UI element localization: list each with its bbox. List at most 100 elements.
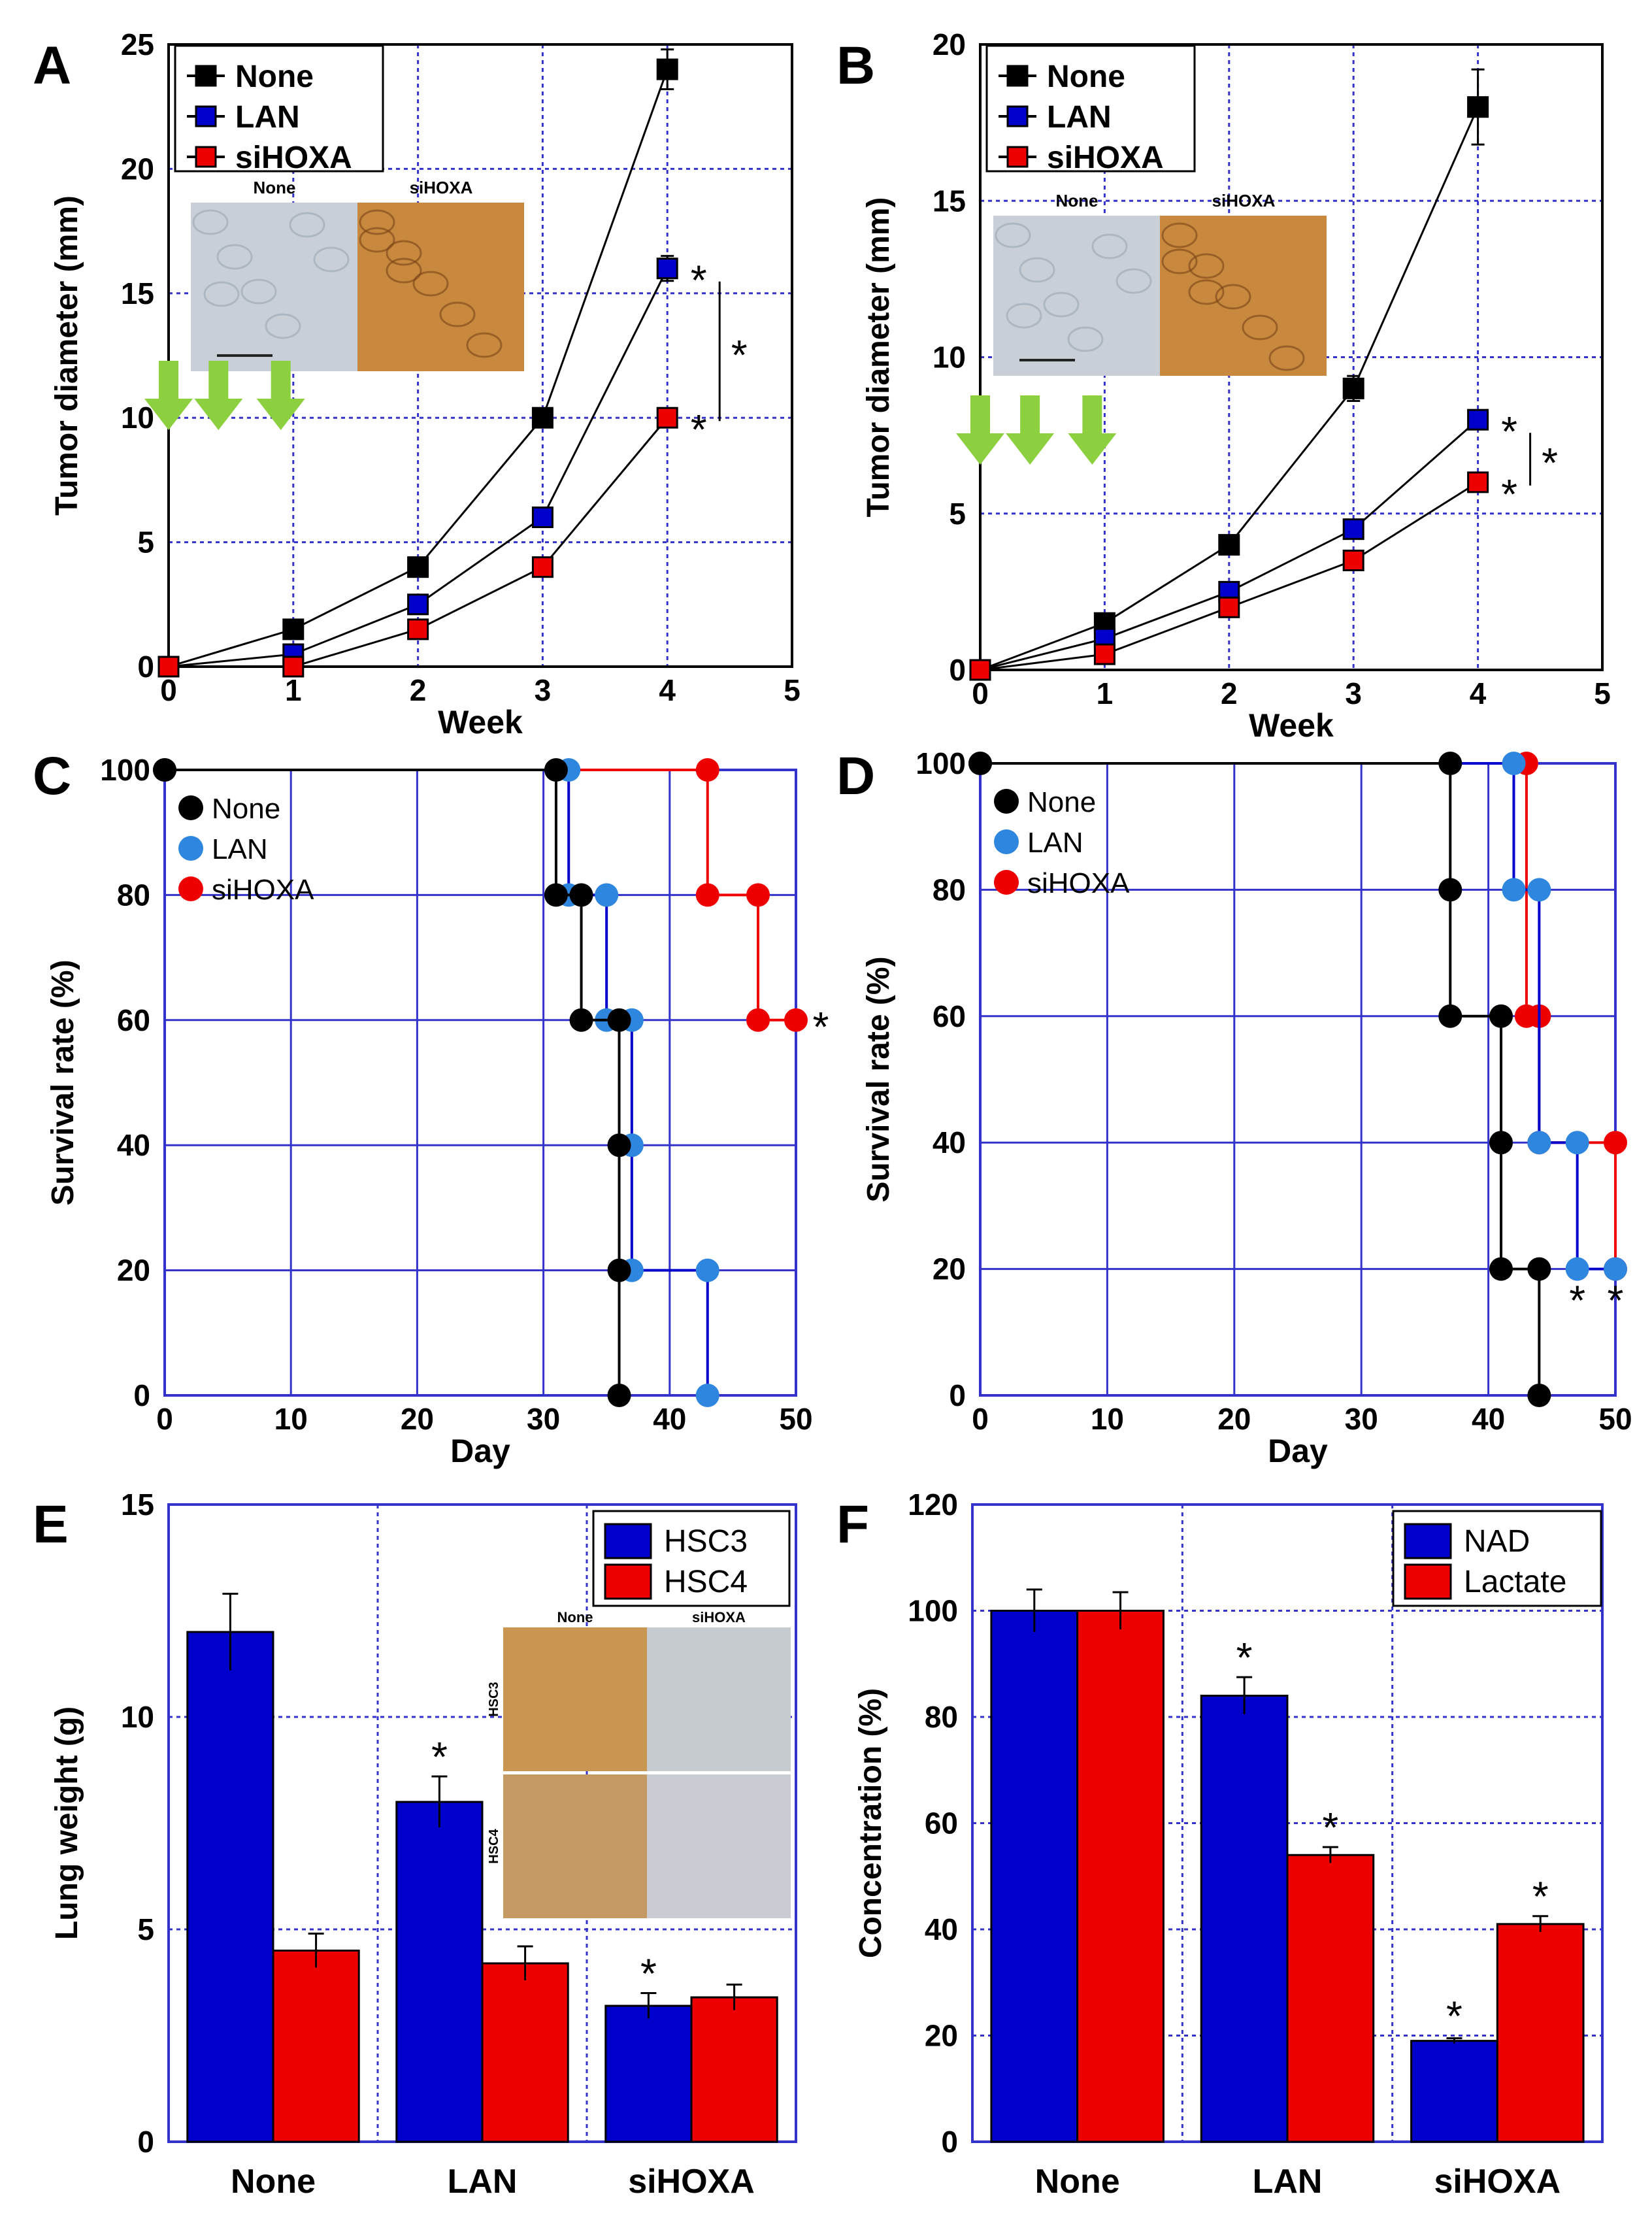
category-label: LAN — [1253, 2163, 1323, 2201]
y-tick-label: 10 — [121, 1700, 154, 1734]
bar-lan — [604, 2005, 693, 2143]
y-tick-label: 20 — [933, 27, 966, 61]
data-point-sihoxa — [531, 556, 553, 578]
x-tick-label: 10 — [1091, 1402, 1124, 1436]
y-tick-label: 15 — [121, 1488, 154, 1522]
y-tick-label: 25 — [121, 27, 154, 61]
category-label: None — [231, 2163, 316, 2201]
data-point-sihoxa — [1093, 643, 1115, 665]
legend-marker — [178, 795, 203, 820]
survival-point-sihoxa — [746, 883, 770, 907]
y-axis-label: Tumor diameter (mm) — [50, 195, 84, 516]
legend-label: siHOXA — [235, 141, 352, 175]
x-tick-label: 30 — [1345, 1402, 1378, 1436]
data-point-lan — [407, 593, 429, 616]
inset-image-hsc3-none — [503, 1627, 647, 1771]
data-point-none — [1467, 96, 1489, 118]
legend-label: LAN — [1027, 827, 1083, 859]
y-tick-label: 120 — [908, 1488, 958, 1522]
significance-star: * — [1532, 1873, 1549, 1920]
significance-star: * — [1501, 408, 1517, 455]
survival-point-none — [607, 1258, 631, 1282]
survival-point-lan_light — [1502, 752, 1526, 775]
x-tick-label: 1 — [285, 673, 302, 707]
x-tick-label: 50 — [1598, 1402, 1632, 1436]
inset-texture — [386, 240, 422, 266]
legend-label: siHOXA — [1027, 867, 1130, 899]
y-tick-label: 0 — [137, 2125, 154, 2159]
panel-a: A 0 5 10 15 20 25 0 1 2 3 4 5 Week Tumor diameter (mm)… — [33, 27, 801, 740]
panel-d: D 0 20 40 60 80 100 0 10 20 30 40 50 Day Survival rate… — [836, 746, 1632, 1469]
data-point-sihoxa — [157, 656, 180, 678]
inset-label: siHOXA — [410, 178, 473, 197]
inset-texture — [1019, 257, 1055, 283]
survival-point-none — [1527, 1257, 1551, 1281]
significance-star: * — [1322, 1804, 1338, 1851]
data-point-sihoxa — [1218, 596, 1240, 618]
survival-point-lan_light — [695, 1258, 719, 1282]
x-tick-label: 2 — [410, 673, 427, 707]
significance-star: * — [640, 1950, 657, 1997]
legend-marker — [994, 870, 1019, 895]
panel-e: E 0 5 10 15 None LAN siHOXA Lung weight (g) HSC3 H… — [33, 1488, 797, 2201]
legend-marker — [178, 876, 203, 901]
legend-swatch — [1404, 1563, 1452, 1600]
inset-label: HSC3 — [487, 1682, 501, 1716]
legend-marker — [994, 789, 1019, 814]
bar-lan — [990, 1610, 1079, 2143]
y-tick-label: 15 — [933, 184, 966, 218]
inset-texture — [1006, 303, 1042, 329]
injection-arrow-icon — [1006, 395, 1055, 465]
y-tick-label: 10 — [121, 401, 154, 435]
inset-label: siHOXA — [692, 1609, 746, 1625]
survival-point-lan_light — [595, 883, 619, 907]
x-tick-label: 2 — [1221, 676, 1238, 710]
y-tick-label: 60 — [117, 1003, 150, 1037]
panel-f: F 0 20 40 60 80 100 120 None LAN siHOXA Concentrati… — [836, 1488, 1604, 2201]
panel-letter: A — [33, 36, 71, 95]
significance-star: * — [1236, 1634, 1253, 1681]
injection-arrow-icon — [194, 361, 243, 430]
x-tick-label: 40 — [1472, 1402, 1505, 1436]
y-tick-label: 10 — [933, 341, 966, 374]
y-tick-label: 60 — [933, 999, 966, 1033]
inset-texture — [1268, 345, 1305, 371]
inset-label: None — [557, 1609, 593, 1625]
legend-label: Lactate — [1464, 1565, 1566, 1599]
x-axis-label: Day — [450, 1433, 510, 1469]
y-tick-label: 100 — [916, 746, 966, 780]
legend-marker — [178, 836, 203, 861]
significance-star: * — [691, 257, 707, 304]
significance-star: * — [431, 1733, 448, 1780]
panel-letter: F — [836, 1495, 869, 1554]
significance-star: * — [731, 331, 748, 378]
bar-sihoxa — [1496, 1923, 1585, 2143]
y-tick-label: 40 — [117, 1128, 150, 1162]
inset-texture — [1188, 253, 1225, 279]
legend-marker — [1006, 65, 1029, 87]
survival-point-sihoxa — [784, 1008, 808, 1032]
panel-b: B 0 5 10 15 20 0 1 2 3 4 5 Week Tumor diameter (mm) No… — [836, 27, 1611, 744]
survival-point-sihoxa — [695, 758, 719, 782]
survival-point-none — [607, 1384, 631, 1407]
legend-label: None — [1027, 786, 1096, 818]
y-axis-label: Survival rate (%) — [46, 959, 80, 1205]
significance-star: * — [1542, 439, 1558, 486]
bar-lan — [1410, 2040, 1498, 2143]
inset-texture — [1161, 248, 1198, 275]
injection-arrow-icon — [1068, 395, 1117, 465]
data-point-sihoxa — [407, 618, 429, 641]
data-point-none — [656, 58, 678, 80]
y-tick-label: 60 — [925, 1806, 958, 1840]
significance-star: * — [1608, 1277, 1624, 1324]
legend-label: HSC4 — [664, 1565, 748, 1599]
x-tick-label: 40 — [653, 1402, 686, 1436]
inset-label: None — [254, 178, 296, 197]
bar-sihoxa — [690, 1996, 778, 2143]
data-point-lan — [531, 507, 553, 529]
legend-label: NAD — [1464, 1524, 1530, 1559]
injection-arrow-icon — [256, 361, 305, 430]
inset-texture — [1215, 284, 1251, 310]
y-axis-label: Lung weight (g) — [50, 1706, 84, 1940]
